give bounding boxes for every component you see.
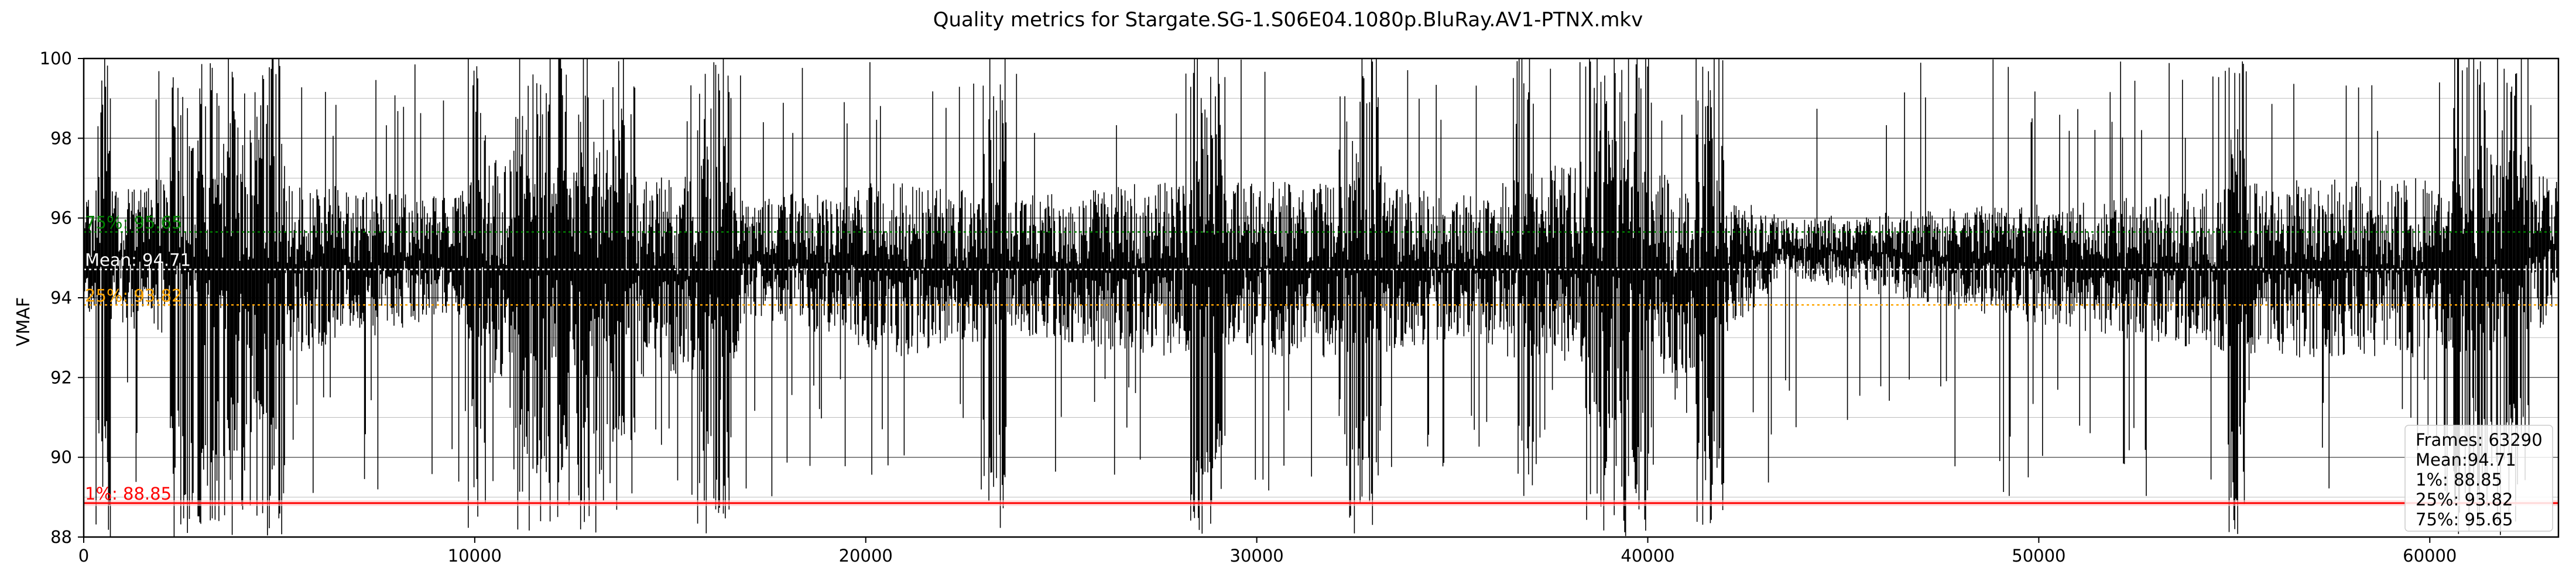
chart-title: Quality metrics for Stargate.SG-1.S06E04…: [933, 8, 1643, 32]
legend-entry: Frames: 63290: [2416, 430, 2543, 450]
y-tick-label: 96: [50, 208, 72, 228]
x-tick-label: 50000: [2012, 546, 2065, 566]
y-tick-label: 88: [50, 527, 72, 547]
y-axis: 88 90 92 94 96 98 100: [40, 49, 84, 547]
x-tick-label: 0: [78, 546, 89, 566]
x-tick-label: 40000: [1621, 546, 1674, 566]
y-tick-label: 100: [40, 49, 72, 68]
legend-entry: Mean:94.71: [2416, 450, 2516, 470]
y-tick-label: 90: [50, 448, 72, 467]
legend-background: [2404, 425, 2553, 532]
stat-label: Mean: 94.71: [85, 250, 191, 270]
x-tick-label: 30000: [1230, 546, 1284, 566]
y-axis-label: VMAF: [13, 297, 34, 346]
legend-entry: 75%: 95.65: [2416, 510, 2513, 529]
stat-label: 25%: 93.82: [85, 285, 182, 305]
stats-legend: Frames: 63290 Mean:94.71 1%: 88.85 25%: …: [2404, 425, 2553, 532]
x-axis: 0 10000 20000 30000 40000 50000 60000: [78, 537, 2457, 566]
legend-entry: 25%: 93.82: [2416, 490, 2513, 510]
x-tick-label: 60000: [2403, 546, 2457, 566]
x-tick-label: 10000: [448, 546, 502, 566]
legend-entry: 1%: 88.85: [2416, 470, 2502, 490]
y-tick-label: 92: [50, 367, 72, 387]
y-tick-label: 94: [50, 288, 72, 308]
stat-label: 1%: 88.85: [85, 484, 172, 504]
x-tick-label: 20000: [839, 546, 893, 566]
y-tick-label: 98: [50, 128, 72, 148]
stat-label: 75%: 95.65: [85, 213, 182, 233]
